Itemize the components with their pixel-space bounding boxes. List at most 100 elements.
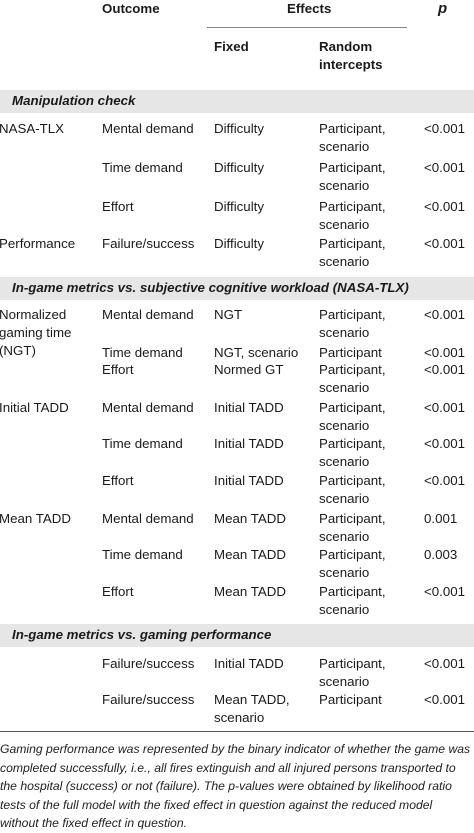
cell-outcome: Mental demand — [102, 511, 194, 526]
cell-random: Participant, — [319, 362, 386, 377]
cell-p-value: <0.001 — [424, 362, 466, 377]
cell-p-value: <0.001 — [424, 307, 466, 322]
cell-random: scenario — [319, 674, 370, 689]
cell-random: scenario — [319, 454, 370, 469]
cell-outcome: Failure/success — [102, 656, 195, 671]
cell-random: scenario — [319, 254, 370, 269]
cell-p-value: <0.001 — [424, 400, 466, 415]
footnote-line: completed successfully, i.e., all fires … — [0, 760, 456, 775]
section-band: Manipulation check — [0, 90, 474, 113]
footnote-line: Gaming performance was represented by th… — [0, 742, 471, 756]
cell-fixed: Difficulty — [214, 199, 264, 214]
table-footnote: Gaming performance was represented by th… — [0, 740, 474, 833]
cell-fixed: Difficulty — [214, 160, 264, 175]
cell-p-value: <0.001 — [424, 160, 466, 175]
section-band: In-game metrics vs. subjective cognitive… — [0, 277, 474, 300]
cell-outcome: Mental demand — [102, 400, 194, 415]
cell-random: scenario — [319, 418, 370, 433]
cell-random: scenario — [319, 602, 370, 617]
cell-outcome: Effort — [102, 584, 134, 599]
cell-outcome: Effort — [102, 199, 134, 214]
effects-underline — [207, 27, 407, 28]
cell-random: Participant, — [319, 547, 386, 562]
cell-random: Participant, — [319, 307, 386, 322]
footnote-line: without the fixed effect in question. — [0, 816, 187, 831]
cell-p-value: <0.001 — [424, 473, 466, 488]
header-random-line2: intercepts — [319, 57, 383, 72]
cell-p-value: <0.001 — [424, 584, 466, 599]
cell-fixed: NGT, scenario — [214, 345, 299, 360]
cell-group: NASA-TLX — [0, 121, 65, 136]
cell-p-value: <0.001 — [424, 656, 466, 671]
cell-p-value: <0.001 — [424, 436, 466, 451]
cell-p-value: <0.001 — [424, 121, 466, 136]
cell-random: scenario — [319, 380, 370, 395]
cell-p-value: 0.003 — [424, 547, 458, 562]
cell-fixed: Initial TADD — [214, 656, 284, 671]
cell-p-value: <0.001 — [424, 692, 466, 707]
cell-group: Performance — [0, 236, 76, 251]
cell-random: Participant, — [319, 584, 386, 599]
header-outcome: Outcome — [102, 1, 160, 16]
cell-random: Participant, — [319, 400, 386, 415]
cell-p-value: <0.001 — [424, 236, 466, 251]
cell-fixed: Initial TADD — [214, 436, 284, 451]
cell-outcome: Time demand — [102, 547, 183, 562]
cell-group: Normalized — [0, 307, 67, 322]
cell-random: scenario — [319, 325, 370, 340]
cell-random: scenario — [319, 529, 370, 544]
cell-random: Participant, — [319, 121, 386, 136]
cell-group: (NGT) — [0, 343, 36, 358]
cell-random: Participant, — [319, 199, 386, 214]
cell-random: scenario — [319, 139, 370, 154]
cell-p-value: <0.001 — [424, 345, 466, 360]
section-band: In-game metrics vs. gaming performance — [0, 624, 474, 647]
cell-fixed: Normed GT — [214, 362, 284, 377]
cell-random: scenario — [319, 217, 370, 232]
cell-fixed: Initial TADD — [214, 400, 284, 415]
cell-outcome: Mental demand — [102, 307, 194, 322]
section-title: In-game metrics vs. subjective cognitive… — [12, 280, 409, 295]
cell-group: gaming time — [0, 325, 72, 340]
cell-outcome: Effort — [102, 362, 134, 377]
cell-fixed: Mean TADD — [214, 547, 286, 562]
cell-random: Participant — [319, 692, 382, 707]
cell-random: scenario — [319, 178, 370, 193]
cell-random: scenario — [319, 491, 370, 506]
footnote-line: tests of the full model with the fixed e… — [0, 797, 433, 812]
cell-outcome: Time demand — [102, 160, 183, 175]
cell-p-value: <0.001 — [424, 199, 466, 214]
cell-random: Participant, — [319, 511, 386, 526]
cell-fixed: scenario — [214, 710, 265, 725]
cell-random: Participant, — [319, 473, 386, 488]
cell-p-value: 0.001 — [424, 511, 458, 526]
cell-random: Participant, — [319, 656, 386, 671]
cell-outcome: Time demand — [102, 436, 183, 451]
cell-outcome: Mental demand — [102, 121, 194, 136]
cell-fixed: Initial TADD — [214, 473, 284, 488]
cell-random: scenario — [319, 565, 370, 580]
cell-random: Participant, — [319, 160, 386, 175]
header-random-line1: Random — [319, 39, 373, 54]
cell-fixed: Mean TADD — [214, 511, 286, 526]
cell-outcome: Effort — [102, 473, 134, 488]
section-title: In-game metrics vs. gaming performance — [12, 627, 272, 642]
cell-random: Participant — [319, 345, 382, 360]
cell-fixed: Mean TADD — [214, 584, 286, 599]
cell-fixed: Difficulty — [214, 121, 264, 136]
cell-fixed: NGT — [214, 307, 243, 322]
cell-fixed: Difficulty — [214, 236, 264, 251]
cell-outcome: Time demand — [102, 345, 183, 360]
header-effects: Effects — [287, 1, 332, 16]
cell-group: Initial TADD — [0, 400, 69, 415]
cell-outcome: Failure/success — [102, 236, 195, 251]
cell-group: Mean TADD — [0, 511, 71, 526]
footnote-line: the hospital (success) or not (failure).… — [0, 779, 452, 794]
cell-random: Participant, — [319, 436, 386, 451]
section-title: Manipulation check — [12, 93, 136, 108]
table-bottom-rule — [0, 731, 474, 732]
cell-outcome: Failure/success — [102, 692, 195, 707]
cell-fixed: Mean TADD, — [214, 692, 290, 707]
header-fixed: Fixed — [214, 39, 249, 54]
